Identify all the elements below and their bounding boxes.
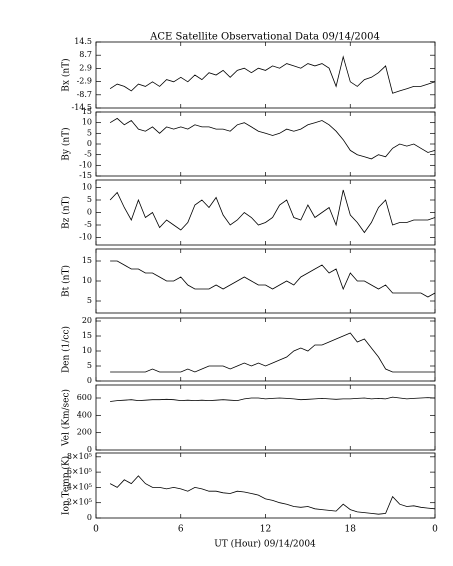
y-tick-label: 400 <box>77 410 92 419</box>
panel-frame <box>95 41 436 109</box>
y-axis-label: By (nT) <box>61 127 72 160</box>
y-tick-label: 0 <box>87 513 92 522</box>
y-tick-label: -15 <box>79 171 92 180</box>
data-line <box>110 260 436 298</box>
panel-frame <box>95 179 436 246</box>
y-tick-label: -2.9 <box>77 77 92 86</box>
y-axis-label: Bz (nT) <box>61 196 72 229</box>
y-axis-label: Ion Temp (K) <box>61 456 72 515</box>
y-axis-label: Bt (nT) <box>61 265 72 297</box>
x-axis-label: UT (Hour) 09/14/2004 <box>214 539 316 550</box>
y-tick-label: 0 <box>87 208 92 217</box>
y-tick-label: 15 <box>82 256 92 265</box>
y-tick-label: 10 <box>82 118 92 127</box>
y-tick-label: -5 <box>84 150 92 159</box>
y-tick-label: 10 <box>82 183 92 192</box>
y-tick-label: -8.7 <box>77 90 92 99</box>
data-line <box>109 189 436 234</box>
y-tick-label: 10 <box>82 276 92 285</box>
x-tick-label: 6 <box>178 525 184 535</box>
y-axis-label: Den (1/cc) <box>61 326 72 373</box>
y-tick-label: 5 <box>87 128 92 137</box>
data-line <box>109 117 436 160</box>
panel-frame <box>95 384 436 451</box>
y-tick-label: -14.5 <box>71 103 92 112</box>
y-tick-label: 8×10⁵ <box>67 452 92 461</box>
y-tick-label: 5 <box>87 296 92 305</box>
x-tick-label: 0 <box>93 525 99 535</box>
panel-frame <box>95 111 436 177</box>
y-tick-label: 5 <box>87 195 92 204</box>
y-tick-label: 8.7 <box>79 50 92 59</box>
x-tick-label: 18 <box>345 525 357 535</box>
y-axis-label: Bx (nT) <box>61 58 72 91</box>
y-tick-label: 0 <box>87 139 92 148</box>
y-tick-label: 20 <box>82 316 92 325</box>
y-tick-label: -5 <box>84 220 92 229</box>
x-tick-label: 0 <box>432 525 438 535</box>
data-line <box>109 55 436 94</box>
y-axis-label: Vel (Km/sec) <box>61 389 72 447</box>
chart-title: ACE Satellite Observational Data 09/14/2… <box>149 32 380 43</box>
y-tick-label: 200 <box>77 428 92 437</box>
data-line <box>109 475 436 515</box>
y-tick-label: -10 <box>79 233 92 242</box>
y-tick-label: 15 <box>82 331 92 340</box>
y-tick-label: 14.5 <box>74 37 92 46</box>
y-tick-label: 0 <box>87 376 92 385</box>
panel-frame <box>95 452 436 519</box>
y-tick-label: 2.9 <box>79 63 92 72</box>
y-tick-label: 600 <box>77 393 92 402</box>
y-tick-label: 10 <box>82 346 92 355</box>
y-tick-label: 2×10⁵ <box>67 498 92 507</box>
y-tick-label: 5 <box>87 361 92 370</box>
panel-frame <box>95 248 436 314</box>
y-tick-label: -10 <box>79 160 92 169</box>
y-tick-label: 4×10⁵ <box>67 482 92 491</box>
y-tick-label: 6×10⁵ <box>67 467 92 476</box>
y-tick-label: 0 <box>87 445 92 454</box>
y-tick-label: 15 <box>82 107 92 116</box>
data-line <box>110 396 436 402</box>
x-tick-label: 12 <box>260 525 271 535</box>
data-line <box>110 332 435 373</box>
